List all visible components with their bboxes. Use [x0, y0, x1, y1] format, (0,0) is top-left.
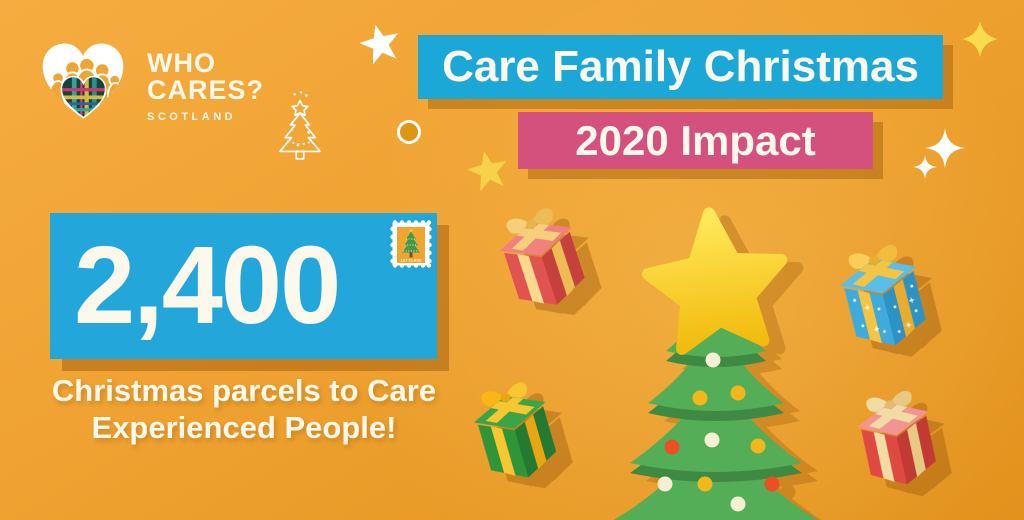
stat-box: 2,400 1ST CLASS [50, 213, 437, 359]
tree-ornaments [657, 352, 780, 512]
heart-family-icon [42, 43, 124, 119]
white-sparkle-small-icon [913, 155, 937, 179]
white-sparkle-icon [925, 128, 965, 168]
logo-wordmark: WHO CARES? SCOTLAND [147, 48, 265, 124]
postage-stamp-icon: 1ST CLASS [390, 220, 432, 268]
subtitle-banner: 2020 Impact [518, 112, 873, 169]
gift-star-speckles [853, 284, 918, 333]
stat-value: 2,400 [74, 224, 341, 347]
yellow-star-icon [467, 151, 507, 192]
christmas-tree-illustration [613, 207, 819, 520]
red-gift-icon [499, 208, 585, 305]
logo-line-cares: CARES? [147, 75, 265, 105]
doodle-christmas-tree-icon [279, 90, 321, 160]
tree-star-icon [642, 207, 788, 355]
who-cares-scotland-logo: WHO CARES? SCOTLAND [35, 36, 264, 126]
stamp-tree-icon [402, 229, 420, 258]
blue-gift-icon [839, 245, 926, 346]
green-gift-icon [473, 382, 557, 478]
yellow-diamond-sparkle-icon [962, 21, 998, 57]
title-banner: Care Family Christmas [418, 35, 943, 99]
red-gift-bottom-icon [857, 390, 936, 485]
white-star-icon [359, 24, 399, 65]
stat-caption: Christmas parcels to Care Experienced Pe… [28, 372, 460, 446]
logo-line-scotland: SCOTLAND [147, 111, 237, 123]
stat-caption-line1: Christmas parcels to Care [51, 373, 437, 408]
logo-line-who: WHO [147, 48, 216, 78]
gold-circle-icon [397, 120, 421, 144]
page-subtitle: 2020 Impact [575, 116, 816, 164]
stat-caption-line2: Experienced People! [91, 410, 397, 445]
stamp-label: 1ST CLASS [401, 259, 422, 263]
page-title: Care Family Christmas [442, 42, 919, 91]
